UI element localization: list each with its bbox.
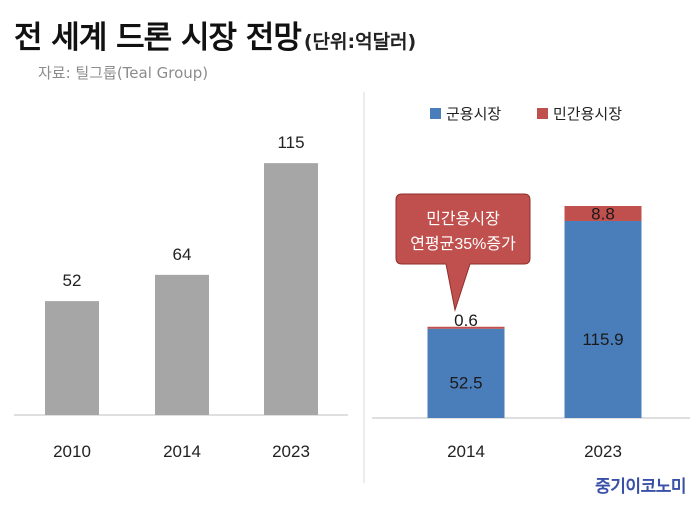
data-label-military-2023: 115.9: [582, 330, 623, 349]
legend-swatch-civil: [537, 108, 548, 119]
legend-label-civil: 민간용시장: [553, 106, 622, 123]
x-tick-label-2010: 2010: [53, 442, 91, 461]
bar-total-2014: [155, 274, 209, 415]
data-label-civil-2023: 8.8: [591, 204, 615, 223]
unit-label: (단위:억달러): [303, 31, 417, 53]
x-tick-label-2014: 2014: [163, 442, 201, 461]
callout-bubble: [395, 193, 531, 312]
page-title: 전 세계 드론 시장 전망: [14, 20, 302, 56]
x-tick-label-right-2023: 2023: [584, 442, 622, 461]
bar-civil-2014: [427, 326, 505, 329]
data-label-civil-2014: 0.6: [454, 311, 478, 330]
brand-logo: 중기이코노미: [595, 477, 686, 497]
bar-total-2023: [264, 163, 318, 415]
legend-label-military: 군용시장: [446, 106, 501, 123]
chart-title-block: 전 세계 드론 시장 전망 (단위:억달러): [14, 12, 416, 57]
x-tick-label-2023: 2023: [272, 442, 310, 461]
data-label-total-2010: 52: [63, 271, 82, 290]
bar-total-2010: [45, 301, 99, 415]
legend-swatch-military: [430, 108, 441, 119]
bar-military-2014: [427, 328, 505, 418]
callout-line-2: 연평균35%증가: [410, 235, 516, 253]
data-label-military-2014: 52.5: [449, 373, 482, 392]
bar-military-2023: [564, 220, 642, 418]
data-label-total-2023: 115: [277, 133, 304, 152]
source-note: 자료: 틸그룹(Teal Group): [38, 64, 209, 82]
callout-line-1: 민간용시장: [426, 210, 500, 228]
bar-civil-2023: [564, 206, 642, 221]
x-tick-label-right-2014: 2014: [447, 442, 485, 461]
data-label-total-2014: 64: [173, 245, 192, 264]
